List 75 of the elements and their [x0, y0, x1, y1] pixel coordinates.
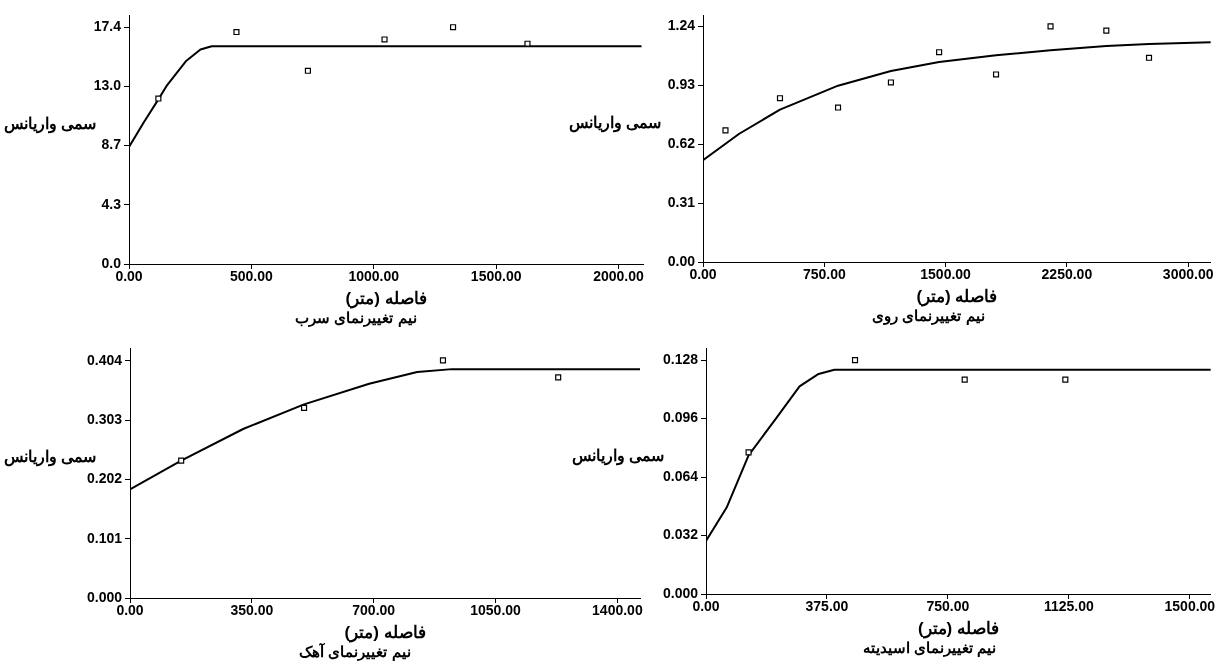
x-tick-label: 1050.00 — [470, 602, 522, 619]
point — [155, 95, 162, 102]
x-tick-label: 500.00 — [229, 268, 273, 285]
y-tick-label: 0.096 — [662, 409, 699, 426]
text: نیم تغییرنمای سرب — [295, 309, 417, 328]
x-axis-title: فاصله (متر) — [916, 287, 998, 308]
y-tick-label: 0.000 — [86, 588, 123, 605]
point — [1047, 23, 1054, 30]
y-tick-label: 0.202 — [86, 470, 123, 487]
point — [381, 36, 388, 43]
y-tick-label: 1.24 — [667, 17, 696, 34]
point — [555, 374, 562, 381]
y-axis-title: سمی واریانس — [3, 448, 97, 468]
x-tick-label: 350.00 — [230, 602, 274, 619]
y-tick-label: 0.62 — [667, 135, 696, 152]
y-tick-label: 17.4 — [93, 18, 122, 35]
point — [992, 71, 1000, 78]
y-tick-label: 0.93 — [667, 76, 696, 93]
y-tick-label: 0.032 — [662, 526, 699, 543]
y-axis-title: سمی واریانس — [571, 446, 664, 466]
y-tick-label: 8.7 — [101, 136, 122, 153]
point — [745, 449, 752, 456]
x-tick-label: 1500.00 — [1164, 598, 1216, 615]
point — [1145, 54, 1153, 61]
y-axis-title: سمی واریانس — [3, 114, 97, 134]
x-tick-label: 0.00 — [116, 602, 144, 619]
y-tick-label: 0.303 — [86, 411, 123, 428]
x-tick-label: 1500.00 — [920, 266, 972, 283]
x-tick-label: 2000.00 — [593, 268, 645, 285]
y-tick-label: 0.0 — [101, 254, 122, 271]
x-tick-label: 750.00 — [926, 598, 970, 615]
x-axis-title: فاصله (متر) — [917, 619, 999, 640]
point — [300, 404, 308, 411]
point — [776, 95, 784, 102]
point — [304, 67, 311, 74]
x-tick-label: 375.00 — [805, 598, 849, 615]
point — [887, 79, 894, 86]
y-tick-label: 0.064 — [662, 467, 699, 484]
text: نیم تغییرنمای روی — [872, 307, 985, 326]
text: نیم تغییرنمای آهک — [299, 642, 411, 662]
y-axis-title: سمی واریانس — [568, 114, 661, 134]
point — [722, 127, 729, 134]
point — [439, 357, 447, 364]
y-tick-label: 0.00 — [667, 252, 696, 269]
point — [1062, 376, 1069, 383]
x-tick-label: 700.00 — [352, 602, 396, 619]
x-tick-label: 1125.00 — [1043, 598, 1094, 615]
y-tick-label: 13.0 — [93, 77, 122, 94]
y-tick-label: 0.000 — [662, 584, 699, 601]
x-tick-label: 750.00 — [802, 266, 846, 283]
x-tick-label: 1500.00 — [470, 268, 522, 285]
point — [449, 24, 457, 31]
point — [961, 376, 968, 383]
text: نیم تغییرنمای اسیدیته — [862, 639, 997, 658]
point — [178, 457, 185, 464]
y-tick-label: 0.31 — [667, 193, 696, 210]
x-tick-label: 2250.00 — [1041, 266, 1093, 283]
point — [851, 356, 859, 364]
y-tick-label: 0.404 — [86, 351, 123, 368]
x-tick-label: 0.00 — [692, 598, 720, 615]
y-tick-label: 0.101 — [86, 529, 123, 546]
x-axis-title: فاصله (متر) — [344, 623, 426, 644]
point — [1103, 27, 1110, 34]
point — [834, 104, 842, 111]
y-tick-label: 0.128 — [662, 350, 699, 367]
y-tick-label: 4.3 — [101, 195, 122, 212]
x-tick-label: 3000.00 — [1162, 266, 1214, 283]
x-axis-title: فاصله (متر) — [345, 289, 427, 310]
x-tick-label: 1400.00 — [592, 602, 643, 619]
x-tick-label: 0.00 — [689, 266, 717, 283]
point — [524, 40, 531, 47]
x-tick-label: 1000.00 — [348, 268, 400, 285]
point — [936, 49, 943, 56]
x-tick-label: 0.00 — [115, 268, 143, 285]
point — [233, 28, 240, 36]
